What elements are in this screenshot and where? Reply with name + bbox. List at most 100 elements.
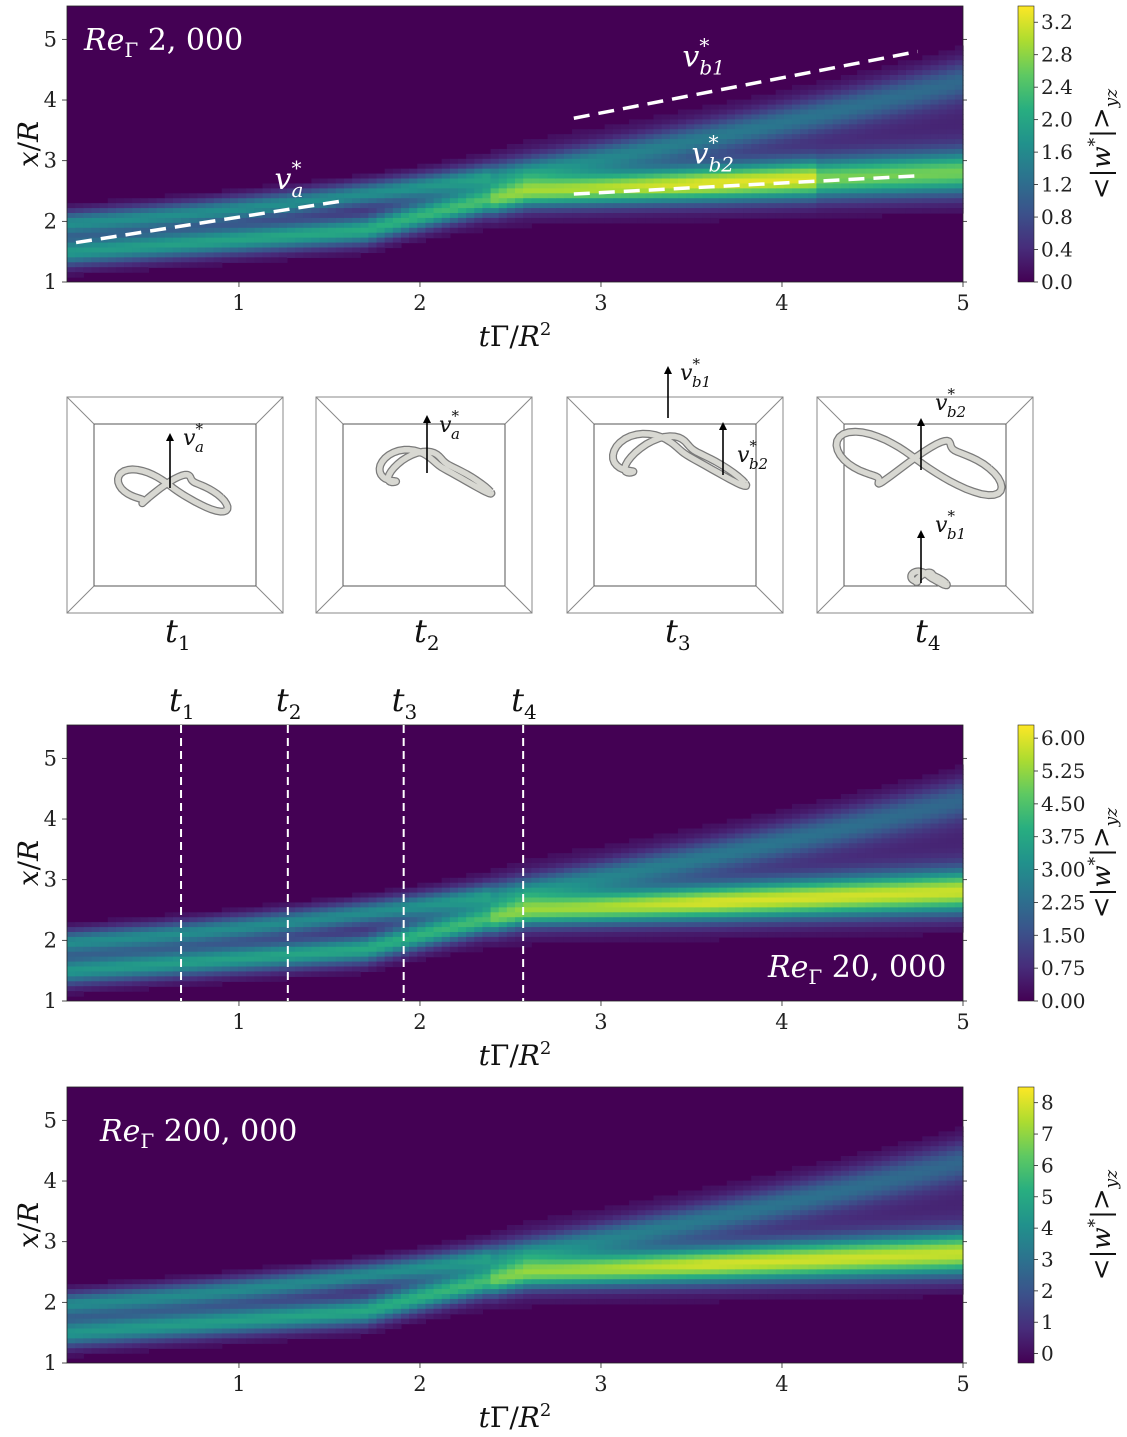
- heatmap-cell: [572, 902, 581, 908]
- heatmap-cell: [343, 213, 353, 219]
- heatmap-cell: [295, 252, 304, 258]
- heatmap-cell: [832, 833, 842, 839]
- heatmap-cell: [914, 813, 923, 820]
- heatmap-cell: [767, 932, 777, 938]
- heatmap-cell: [857, 789, 866, 795]
- heatmap-cell: [938, 109, 948, 116]
- heatmap-cell: [254, 912, 264, 918]
- heatmap-cell: [360, 217, 369, 224]
- heatmap-cell: [865, 168, 874, 175]
- heatmap-cell: [702, 188, 712, 194]
- heatmap-cell: [702, 193, 712, 199]
- heatmap-cell: [498, 936, 508, 943]
- heatmap-cell: [433, 208, 443, 214]
- heatmap-cell: [718, 129, 728, 135]
- heatmap-cell: [848, 153, 858, 160]
- heatmap-cell: [343, 912, 353, 918]
- heatmap-cell: [506, 867, 516, 874]
- heatmap-cell: [433, 222, 443, 229]
- heatmap-cell: [775, 867, 785, 874]
- heatmap-cell: [376, 203, 386, 209]
- heatmap-cell: [873, 89, 883, 96]
- heatmap-cell: [189, 242, 198, 249]
- heatmap-cell: [767, 188, 777, 194]
- heatmap-cell: [335, 222, 345, 229]
- heatmap-cell: [148, 213, 158, 219]
- heatmap-cell: [889, 158, 899, 165]
- heatmap-cell: [954, 163, 964, 170]
- heatmap-cell: [857, 907, 866, 913]
- heatmap-cell: [295, 198, 304, 204]
- heatmap-cell: [172, 257, 182, 263]
- heatmap-cell: [791, 813, 801, 820]
- heatmap-cell: [759, 877, 769, 884]
- heatmap-cell: [441, 198, 451, 204]
- heatmap-cell: [629, 163, 638, 170]
- heatmap-cell: [905, 803, 915, 810]
- heatmap-cell: [254, 1298, 264, 1305]
- heatmap-cell: [612, 936, 622, 943]
- heatmap-cell: [751, 104, 760, 111]
- colorbar-tick-label: 1.50: [1041, 923, 1086, 947]
- heatmap-cell: [653, 178, 663, 185]
- heatmap-cell: [800, 114, 809, 120]
- heatmap-cell: [189, 927, 198, 933]
- heatmap-cell: [751, 163, 760, 170]
- heatmap-cell: [645, 863, 655, 869]
- heatmap-cell: [197, 922, 207, 928]
- heatmap-cell: [938, 188, 948, 194]
- heatmap-cell: [710, 178, 720, 185]
- heatmap-cell: [67, 981, 76, 987]
- heatmap-cell: [295, 1328, 304, 1335]
- heatmap-cell: [938, 823, 948, 830]
- heatmap-cell: [246, 1284, 255, 1290]
- heatmap-cell: [295, 1318, 304, 1325]
- heatmap-cell: [865, 183, 874, 189]
- heatmap-cell: [539, 153, 549, 160]
- heatmap-cell: [205, 951, 215, 958]
- heatmap-cell: [384, 193, 394, 199]
- heatmap-cell: [172, 1274, 182, 1280]
- heatmap-cell: [221, 242, 231, 249]
- heatmap-cell: [99, 927, 109, 933]
- heatmap-cell: [433, 892, 443, 899]
- heatmap-cell: [360, 247, 369, 254]
- heatmap-cell: [539, 173, 549, 180]
- heatmap-cell: [759, 183, 769, 189]
- heatmap-cell: [539, 178, 549, 185]
- heatmap-cell: [221, 208, 231, 214]
- heatmap-cell: [555, 163, 565, 170]
- heatmap-cell: [425, 193, 435, 199]
- heatmap-cell: [449, 907, 459, 913]
- heatmap-cell: [547, 188, 557, 194]
- heatmap-cell: [677, 148, 687, 155]
- heatmap-cell: [946, 148, 956, 155]
- heatmap-cell: [563, 139, 573, 145]
- heatmap-cell: [897, 858, 907, 864]
- heatmap-cell: [800, 183, 809, 189]
- heatmap-cell: [254, 1289, 264, 1295]
- heatmap-cell: [889, 867, 899, 874]
- heatmap-cell: [229, 951, 239, 958]
- heatmap-cell: [783, 902, 793, 908]
- heatmap-cell: [751, 134, 760, 140]
- heatmap-cell: [262, 247, 272, 254]
- heatmap-cell: [213, 237, 223, 244]
- heatmap-cell: [246, 247, 255, 254]
- heatmap-cell: [946, 863, 956, 869]
- heatmap-cell: [238, 1313, 247, 1320]
- heatmap-cell: [873, 897, 883, 904]
- heatmap-cell: [783, 94, 793, 101]
- heatmap-cell: [759, 168, 769, 175]
- heatmap-cell: [954, 774, 964, 780]
- heatmap-cell: [474, 208, 484, 214]
- heatmap-cell: [897, 784, 907, 790]
- heatmap-cell: [653, 897, 663, 904]
- heatmap-cell: [531, 153, 541, 160]
- heatmap-cell: [669, 897, 679, 904]
- heatmap-cell: [270, 198, 280, 204]
- heatmap-cell: [531, 936, 541, 943]
- heatmap-cell: [246, 232, 255, 239]
- heatmap-cell: [694, 208, 703, 214]
- heatmap-cell: [661, 833, 671, 839]
